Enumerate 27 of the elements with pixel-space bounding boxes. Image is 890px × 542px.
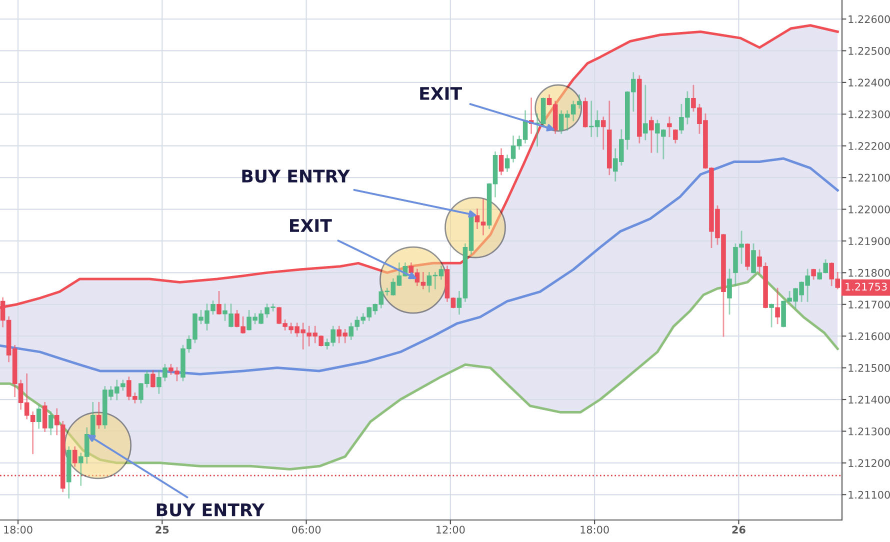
y-tick-label: 1.22000 <box>848 205 890 214</box>
x-tick-label: 06:00 <box>292 526 321 534</box>
y-tick-label: 1.21500 <box>848 364 890 372</box>
y-tick-label: 1.22300 <box>848 110 890 118</box>
x-tick-label: 18:00 <box>580 526 609 534</box>
y-tick-label: 1.22400 <box>848 78 890 87</box>
annotation: BUY ENTRY <box>156 504 265 516</box>
y-tick-label: 1.22200 <box>848 142 890 150</box>
y-tick-label: 1.22600 <box>848 15 890 24</box>
y-tick-label: 1.21600 <box>848 332 890 340</box>
annotation: BUY ENTRY <box>242 170 350 183</box>
y-tick-label: 1.21100 <box>848 490 890 499</box>
y-tick-label: 1.21800 <box>848 268 890 277</box>
y-tick-label: 1.21200 <box>848 459 890 468</box>
y-tick-label: 1.21900 <box>848 237 890 246</box>
y-tick-label: 1.21300 <box>848 427 890 436</box>
x-tick-label: 18:00 <box>4 526 32 534</box>
y-tick-label: 1.21700 <box>848 300 890 308</box>
x-tick-label: 26 <box>732 526 746 534</box>
y-tick-label: 1.22500 <box>848 46 890 55</box>
x-tick-label: 12:00 <box>436 526 465 534</box>
y-tick-label: 1.21400 <box>848 396 890 404</box>
y-tick-label: 1.22100 <box>848 174 890 182</box>
annotation: 1.21753 <box>846 282 887 291</box>
annotation: EXIT <box>420 87 462 100</box>
x-tick-label: 25 <box>156 526 169 534</box>
annotation: EXIT <box>290 219 332 232</box>
